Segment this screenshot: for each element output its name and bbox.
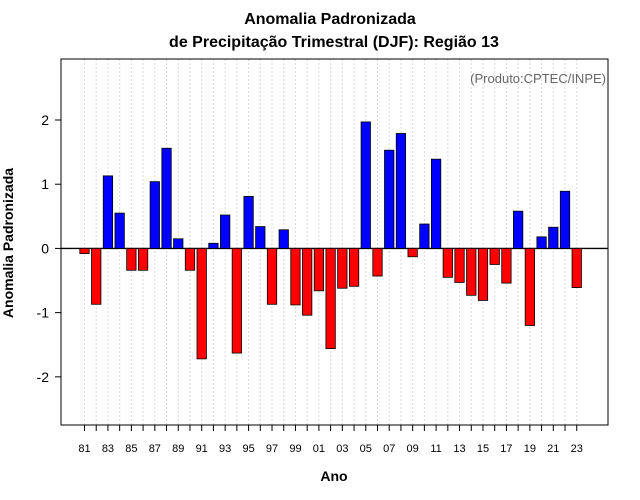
bar-98 [278,229,289,249]
bar-14 [466,248,477,296]
bar-93 [220,214,231,249]
x-tick-label: 97 [266,443,278,455]
bar-08 [395,133,407,249]
x-axis: 81 83 85 87 89 91 93 95 97 99 01 03 05 07 09 11 13 15 17 19… [78,425,583,455]
credit-text: (Produto:CPTEC/INPE) [470,71,606,86]
bar-04 [348,248,360,287]
bars [79,121,582,360]
bar-21 [548,226,559,249]
y-tick-label: -2 [37,369,50,385]
bar-17 [501,248,512,284]
bar-86 [137,248,149,271]
x-tick-label: 85 [125,443,137,455]
x-tick-label: 11 [430,443,441,455]
bar-84 [114,212,125,249]
x-tick-label: 19 [524,443,536,455]
x-tick-label: 05 [360,443,372,455]
y-tick-label: 1 [41,176,49,192]
bar-94 [231,248,242,354]
gridlines [84,59,578,425]
x-axis-label: Ano [320,468,347,484]
x-tick-label: 07 [383,443,395,455]
x-tick-label: 21 [547,443,559,455]
bar-87 [149,181,160,249]
y-axis-label: Anomalia Padronizada [0,168,16,318]
bar-22 [559,190,571,249]
bar-19 [524,248,535,326]
y-tick-label: 0 [41,240,49,256]
bar-16 [489,248,500,265]
bar-95 [243,196,254,249]
bar-18 [513,210,524,249]
bar-15 [477,248,489,301]
bar-88 [161,147,172,249]
bar-03 [337,248,348,289]
x-tick-label: 09 [407,443,419,455]
bar-82 [91,248,102,305]
bar-97 [266,248,278,305]
x-tick-label: 95 [242,443,254,455]
bar-06 [372,248,383,277]
x-tick-label: 13 [453,443,465,455]
bar-20 [536,236,547,249]
x-tick-label: 93 [219,443,231,455]
bar-10 [419,223,430,249]
bar-96 [255,226,266,249]
bar-12 [442,248,453,278]
y-tick-label: 2 [41,112,49,128]
bar-85 [126,248,137,271]
bar-02 [325,248,336,349]
bar-23 [571,248,582,288]
x-tick-label: 87 [149,443,161,455]
x-tick-label: 91 [196,443,208,455]
x-tick-label: 01 [313,443,325,455]
plot-frame [60,58,609,426]
bar-11 [430,158,442,249]
x-tick-label: 83 [102,443,114,455]
x-tick-label: 89 [172,443,184,455]
x-tick-label: 81 [78,443,90,455]
y-tick-label: -1 [37,305,50,321]
x-tick-label: 23 [571,443,583,455]
x-tick-label: 17 [500,443,512,455]
bar-13 [454,248,465,283]
bar-83 [102,175,114,249]
chart-title-line2: de Precipitação Trimestral (DJF): Região… [169,34,499,51]
bar-91 [196,248,207,360]
bar-09 [407,248,418,258]
chart-title-line1: Anomalia Padronizada [244,11,416,28]
y-axis: -2 -1 0 1 2 [37,112,61,385]
bar-89 [173,238,184,249]
x-tick-label: 15 [477,443,489,455]
x-tick-label: 99 [289,443,301,455]
x-tick-label: 03 [336,443,348,455]
bar-81 [79,248,90,254]
bar-92 [208,242,219,249]
bar-05 [360,121,371,249]
bar-07 [384,149,395,249]
bar-00 [302,248,313,316]
bar-90 [184,248,196,271]
bar-99 [290,248,301,306]
bar-01 [313,248,325,292]
